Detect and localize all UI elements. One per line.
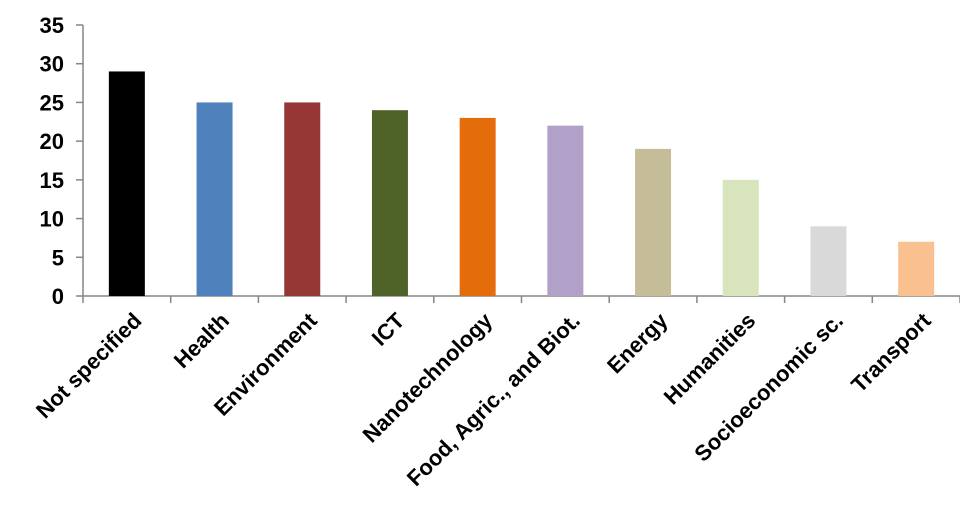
bar	[898, 241, 935, 296]
x-category-label: ICT	[367, 307, 410, 350]
x-axis	[82, 295, 960, 303]
bar	[284, 102, 321, 296]
y-tick-label: 35	[40, 13, 64, 38]
y-axis: 0 5 10 15 20 25 30 35	[40, 13, 84, 309]
bar	[196, 102, 233, 296]
y-tick-label: 25	[40, 90, 64, 115]
bar	[635, 148, 672, 296]
y-tick-label: 5	[52, 245, 64, 270]
y-tick-label: 30	[40, 52, 64, 77]
bar	[722, 179, 759, 296]
bar	[459, 117, 496, 297]
y-tick-label: 15	[40, 168, 64, 193]
x-category-label: Socioeconomic sc.	[689, 308, 848, 467]
bar	[371, 110, 408, 297]
y-tick-label: 0	[52, 284, 64, 309]
y-tick-label: 20	[40, 129, 64, 154]
y-tick-label: 10	[40, 207, 64, 232]
bar	[810, 226, 847, 296]
bar	[108, 71, 145, 296]
x-category-label: Food, Agric., and Biot.	[402, 308, 585, 491]
x-category-label: Health	[169, 308, 234, 373]
x-category-label: Transport	[846, 307, 936, 397]
x-category-label: Energy	[602, 307, 673, 378]
x-category-label: Not specified	[31, 308, 146, 423]
bar	[547, 125, 584, 297]
bars-group	[108, 71, 935, 297]
